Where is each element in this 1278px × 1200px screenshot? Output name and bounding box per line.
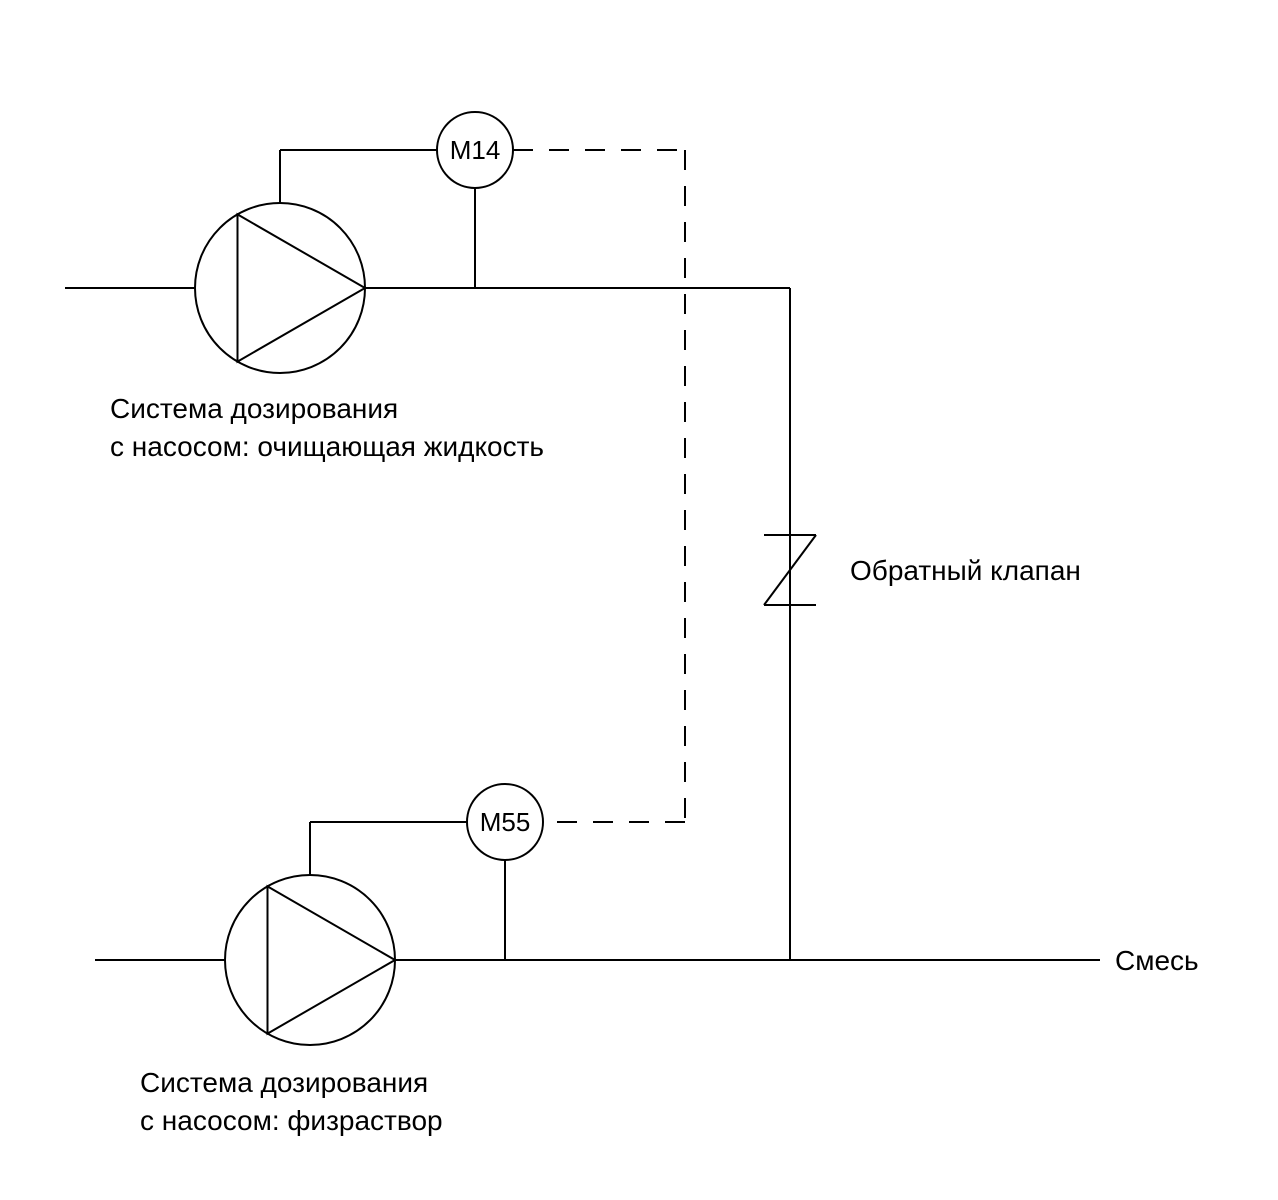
sensor-m14-label: M14 — [450, 135, 501, 165]
sensor-m55-label: M55 — [480, 807, 531, 837]
pump-bottom-label: с насосом: физраствор — [140, 1105, 443, 1136]
piping-diagram: Система дозирования с насосом: очищающая … — [0, 0, 1278, 1200]
output-label: Смесь — [1115, 945, 1199, 976]
pump-top-label: Система дозирования — [110, 393, 398, 424]
pump-bottom-label: Система дозирования — [140, 1067, 428, 1098]
pump-top — [195, 203, 365, 373]
check-valve-label: Обратный клапан — [850, 555, 1081, 586]
pump-bottom — [225, 875, 395, 1045]
pump-top-label: с насосом: очищающая жидкость — [110, 431, 544, 462]
